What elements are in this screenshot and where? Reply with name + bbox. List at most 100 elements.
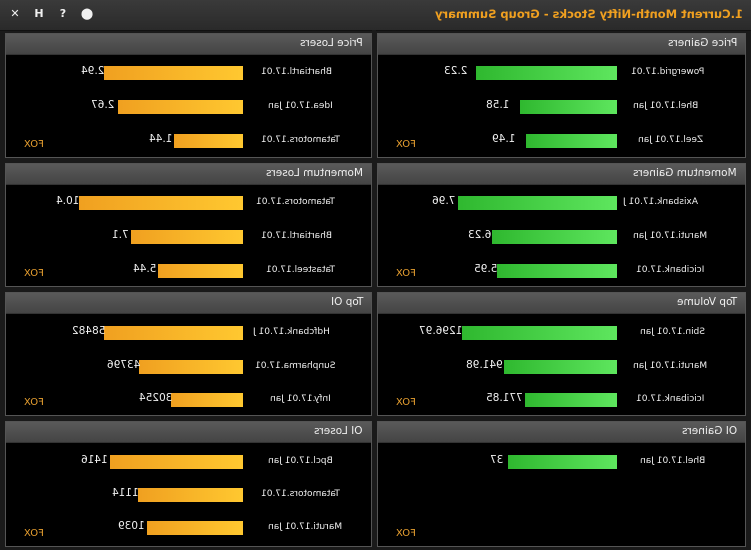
row-value: 6.23 bbox=[468, 229, 492, 241]
panel-title: Momentum Losers bbox=[266, 167, 363, 179]
row-value: 941.98 bbox=[466, 359, 503, 371]
list-item[interactable]: 1.44 Tatamotors.17.01 bbox=[6, 132, 371, 150]
list-item[interactable]: 6.23 Maruti.17.01 Jan bbox=[378, 228, 745, 246]
list-item[interactable]: 1416 Bpcl.17.01 Jan bbox=[6, 453, 371, 471]
list-item[interactable]: 30254 Infy.17.01 Jan bbox=[6, 391, 371, 409]
row-value: 1039 bbox=[118, 520, 145, 532]
panel-header: Top OI bbox=[6, 293, 371, 314]
list-item[interactable]: 37 Bhel.17.01 Jan bbox=[378, 453, 745, 471]
list-item[interactable]: 941.98 Maruti.17.01 Jan bbox=[378, 358, 745, 376]
value-bar bbox=[158, 264, 243, 278]
panel-momentum-losers: Momentum Losers 10.4 Tatamotors.17.01 7.… bbox=[5, 163, 372, 287]
value-bar bbox=[504, 360, 617, 374]
row-value: 1416 bbox=[81, 454, 108, 466]
row-label: Maruti.17.01 Jan bbox=[633, 361, 708, 371]
row-value: 7.96 bbox=[432, 195, 456, 207]
value-bar bbox=[462, 326, 617, 340]
list-item[interactable]: 1296.97 Sbin.17.01 Jan bbox=[378, 324, 745, 342]
row-label: Tatasteel.17.01 bbox=[266, 265, 335, 275]
list-item[interactable]: 2.94 Bhartiartl.17.01 bbox=[6, 64, 371, 82]
row-value: 1114 bbox=[112, 487, 139, 499]
h-button[interactable]: H bbox=[34, 7, 44, 20]
fox-label: FOX bbox=[24, 397, 44, 408]
value-bar bbox=[508, 455, 617, 469]
value-bar bbox=[520, 100, 617, 114]
row-label: Tatamotors.17.01 bbox=[256, 197, 335, 207]
value-bar bbox=[139, 360, 243, 374]
value-bar bbox=[174, 134, 243, 148]
row-label: Infy.17.01 Jan bbox=[270, 394, 331, 404]
list-item[interactable]: 43796 Sunpharma.17.01 bbox=[6, 358, 371, 376]
panel-header: OI Losers bbox=[6, 422, 371, 443]
list-item[interactable]: 1114 Tatamotors.17.01 bbox=[6, 486, 371, 504]
row-label: Bhartiartl.17.01 bbox=[261, 231, 332, 241]
panel-oi-gainers: OI Gainers 37 Bhel.17.01 Jan FOX bbox=[377, 421, 746, 547]
fox-label: FOX bbox=[396, 397, 416, 408]
row-value: 1.58 bbox=[486, 99, 510, 111]
list-item[interactable]: 5.95 Icicibank.17.01 bbox=[378, 262, 745, 280]
list-item[interactable]: 2.23 Powergrid.17.01 bbox=[378, 64, 745, 82]
fox-label: FOX bbox=[396, 528, 416, 539]
row-value: 1.44 bbox=[149, 133, 173, 145]
row-label: Tatamotors.17.01 bbox=[261, 489, 340, 499]
value-bar bbox=[525, 393, 617, 407]
panel-title: Price Gainers bbox=[667, 37, 737, 49]
value-bar bbox=[526, 134, 617, 148]
list-item[interactable]: 5.44 Tatasteel.17.01 bbox=[6, 262, 371, 280]
panel-title: Price Losers bbox=[300, 37, 363, 49]
list-item[interactable]: 1.58 Bhel.17.01 Jan bbox=[378, 98, 745, 116]
row-label: Idea.17.01 Jan bbox=[268, 101, 333, 111]
row-label: Bhartiartl.17.01 bbox=[261, 67, 332, 77]
value-bar bbox=[458, 196, 617, 210]
list-item[interactable]: 771.85 Icicibank.17.01 bbox=[378, 391, 745, 409]
panel-title: Momentum Gainers bbox=[633, 167, 737, 179]
list-item[interactable]: 7.1 Bhartiartl.17.01 bbox=[6, 228, 371, 246]
fox-label: FOX bbox=[396, 268, 416, 279]
row-label: Bpcl.17.01 Jan bbox=[268, 456, 333, 466]
panel-top-oi: Top OI 58482 Hdfcbank.17.01 J 43796 Sunp… bbox=[5, 292, 372, 416]
value-bar bbox=[104, 66, 243, 80]
list-item[interactable]: 10.4 Tatamotors.17.01 bbox=[6, 194, 371, 212]
panel-header: Momentum Losers bbox=[6, 164, 371, 185]
row-label: Icicibank.17.01 bbox=[636, 394, 705, 404]
close-icon[interactable]: ✕ bbox=[10, 7, 20, 20]
value-bar bbox=[171, 393, 243, 407]
row-label: Bhel.17.01 Jan bbox=[640, 456, 706, 466]
value-bar bbox=[131, 230, 243, 244]
row-value: 37 bbox=[490, 454, 504, 466]
value-bar bbox=[492, 230, 617, 244]
panel-price-losers: Price Losers 2.94 Bhartiartl.17.01 2.67 … bbox=[5, 33, 372, 158]
list-item[interactable]: 2.67 Idea.17.01 Jan bbox=[6, 98, 371, 116]
window-controls: ✕ H ? ⬤ bbox=[8, 6, 94, 22]
panel-title: OI Gainers bbox=[681, 425, 737, 437]
horizontal-splitter[interactable] bbox=[0, 416, 751, 420]
value-bar bbox=[110, 455, 243, 469]
row-label: Maruti.17.01 Jan bbox=[633, 231, 708, 241]
row-value: 1296.97 bbox=[419, 325, 463, 337]
row-value: 2.23 bbox=[444, 65, 468, 77]
list-item[interactable]: 7.96 Axisbank.17.01 J bbox=[378, 194, 745, 212]
fox-label: FOX bbox=[24, 139, 44, 150]
horizontal-splitter[interactable] bbox=[0, 158, 751, 162]
panel-title: OI Losers bbox=[314, 425, 363, 437]
value-bar bbox=[79, 196, 243, 210]
value-bar bbox=[138, 488, 243, 502]
horizontal-splitter[interactable] bbox=[0, 287, 751, 291]
window-title: 1.Current Month-Nifty Stocks - Group Sum… bbox=[435, 7, 743, 21]
fox-label: FOX bbox=[396, 139, 416, 150]
pin-icon[interactable]: ⬤ bbox=[80, 7, 94, 20]
list-item[interactable]: 1.49 Zeel.17.01 Jan bbox=[378, 132, 745, 150]
value-bar bbox=[497, 264, 617, 278]
row-label: Powergrid.17.01 bbox=[631, 67, 705, 77]
row-value: 43796 bbox=[107, 359, 141, 371]
row-value: 5.44 bbox=[133, 263, 157, 275]
panel-title: Top Volume bbox=[676, 296, 737, 308]
row-value: 10.4 bbox=[56, 195, 80, 207]
list-item[interactable]: 1039 Maruti.17.01 Jan bbox=[6, 519, 371, 537]
panel-oi-losers: OI Losers 1416 Bpcl.17.01 Jan 1114 Tatam… bbox=[5, 421, 372, 547]
help-icon[interactable]: ? bbox=[59, 7, 67, 20]
title-bar: ✕ H ? ⬤ 1.Current Month-Nifty Stocks - G… bbox=[0, 0, 751, 31]
panel-header: OI Gainers bbox=[378, 422, 745, 443]
panel-price-gainers: Price Gainers 2.23 Powergrid.17.01 1.58 … bbox=[377, 33, 746, 158]
list-item[interactable]: 58482 Hdfcbank.17.01 J bbox=[6, 324, 371, 342]
